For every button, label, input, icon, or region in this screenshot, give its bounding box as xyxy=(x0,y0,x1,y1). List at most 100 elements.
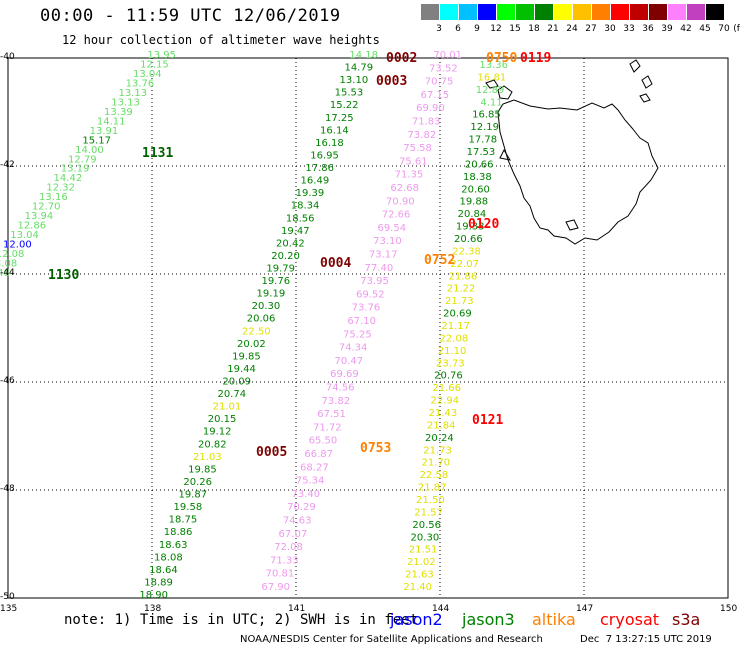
pass-time-label: 0003 xyxy=(376,74,407,89)
wave-height-value: 20.09 xyxy=(222,377,251,388)
latitude-label: -40 xyxy=(0,52,15,62)
wave-height-value: 16.95 xyxy=(310,151,339,162)
wave-height-value: 18.38 xyxy=(463,172,492,183)
latitude-label: -46 xyxy=(0,376,15,386)
wave-height-value: 20.56 xyxy=(412,520,441,531)
wave-height-value: 70.01 xyxy=(433,50,462,61)
pass-time-label: 0002 xyxy=(386,51,417,66)
wave-height-value: 4.11 xyxy=(480,97,502,108)
lat-lon-grid xyxy=(8,58,728,598)
scale-swatch xyxy=(592,4,611,20)
scale-label: 18 xyxy=(528,24,540,34)
page-title: 00:00 - 11:59 UTC 12/06/2019 xyxy=(40,6,341,26)
scale-label: 27 xyxy=(585,24,597,34)
scale-label: 33 xyxy=(623,24,635,34)
map-frame xyxy=(7,57,729,599)
scale-swatch xyxy=(706,4,725,20)
wave-height-value: 69.52 xyxy=(356,289,385,300)
wave-height-value: 73.52 xyxy=(429,63,458,74)
track-values: 13.9512.1513.0413.7613.1313.1313.3914.11… xyxy=(0,50,508,601)
wave-height-value: 73.82 xyxy=(322,396,351,407)
wave-height-value: 19.44 xyxy=(227,364,256,375)
wave-height-value: 14.18 xyxy=(349,50,378,61)
pass-time-label: 0005 xyxy=(256,445,287,460)
longitude-label: 141 xyxy=(288,604,306,614)
wave-height-value: 21.70 xyxy=(421,458,450,469)
wave-height-value: 18.86 xyxy=(164,527,193,538)
footer-note: note: 1) Time is in UTC; 2) SWH is in fe… xyxy=(64,612,419,628)
wave-height-value: 67.51 xyxy=(317,409,346,420)
wave-height-value: 20.24 xyxy=(425,433,454,444)
wave-height-value: 21.57 xyxy=(414,507,443,518)
longitude-label: 135 xyxy=(0,604,18,614)
latitude-label: -42 xyxy=(0,160,15,170)
wave-height-value: 21.01 xyxy=(213,402,242,413)
wave-height-value: 69.54 xyxy=(377,223,406,234)
scale-label: 36 xyxy=(642,24,654,34)
wave-height-value: 20.69 xyxy=(443,309,472,320)
scale-label: 12 xyxy=(490,24,502,34)
wave-height-value: 20.15 xyxy=(208,414,237,425)
scale-label: 70 xyxy=(718,24,730,34)
wave-height-value: 14.42 xyxy=(54,173,83,184)
satellite-jason3: jason3 xyxy=(462,610,515,629)
satellite-cryosat: cryosat xyxy=(600,610,660,629)
wave-height-value: 12.15 xyxy=(140,60,169,71)
scale-swatch xyxy=(687,4,706,20)
wave-height-value: 18.63 xyxy=(159,540,188,551)
wave-height-value: 67.07 xyxy=(279,529,308,540)
wave-height-value: 21.17 xyxy=(441,321,470,332)
wave-height-value: 15.22 xyxy=(330,100,359,111)
wave-height-value: 74.34 xyxy=(339,343,368,354)
credit-text: NOAA/NESDIS Center for Satellite Applica… xyxy=(240,634,543,645)
wave-height-value: 12.00 xyxy=(3,240,32,251)
wave-height-value: 17.86 xyxy=(305,163,334,174)
wave-height-value: 67.90 xyxy=(261,582,290,593)
wave-height-value: 21.86 xyxy=(449,271,478,282)
wave-height-value: 22.50 xyxy=(242,326,271,337)
wave-height-value: 13.48 xyxy=(0,268,10,279)
wave-height-value: 21.02 xyxy=(407,557,436,568)
wave-height-value: 20.76 xyxy=(434,371,463,382)
wave-height-value: 17.53 xyxy=(467,147,496,158)
wave-height-value: 73.82 xyxy=(408,130,437,141)
satellite-altika: altika xyxy=(532,610,576,629)
wave-height-value: 20.06 xyxy=(247,314,276,325)
wave-height-value: 19.88 xyxy=(459,197,488,208)
wave-height-value: 13.13 xyxy=(118,88,147,99)
scale-swatch xyxy=(573,4,592,20)
pass-time-label: 0750 xyxy=(486,51,517,66)
wave-height-value: 18.64 xyxy=(149,565,178,576)
wave-height-value: 13.10 xyxy=(340,75,369,86)
wave-height-value: 13.95 xyxy=(147,50,176,61)
wave-height-value: 73.10 xyxy=(373,236,402,247)
scale-label: 30 xyxy=(604,24,616,34)
wave-height-value: 12.08 xyxy=(0,249,24,260)
wave-height-value: 21.22 xyxy=(447,284,476,295)
wave-height-value: 75.25 xyxy=(343,329,372,340)
wave-height-value: 77.40 xyxy=(365,263,394,274)
wave-height-value: 21.63 xyxy=(405,570,434,581)
wave-height-value: 18.34 xyxy=(291,201,320,212)
wave-height-value: 20.84 xyxy=(458,209,487,220)
wave-height-value: 71.35 xyxy=(395,170,424,181)
wave-height-value: 12.86 xyxy=(17,221,46,232)
wave-height-value: 19.47 xyxy=(281,226,310,237)
wave-height-value: 20.20 xyxy=(271,251,300,262)
scale-swatch xyxy=(668,4,687,20)
wave-height-value: 19.85 xyxy=(188,464,217,475)
wave-height-value: 70.29 xyxy=(287,502,316,513)
wave-height-value: 21.50 xyxy=(416,495,445,506)
wave-height-value: 13.39 xyxy=(104,107,133,118)
wave-height-value: 62.68 xyxy=(390,183,419,194)
wave-height-value: 15.17 xyxy=(82,135,111,146)
wave-height-value: 72.08 xyxy=(274,542,303,553)
scale-swatch xyxy=(554,4,573,20)
wave-height-value: 22.07 xyxy=(450,259,479,270)
latitude-label: -50 xyxy=(0,592,15,602)
wave-height-value: 20.66 xyxy=(465,159,494,170)
pass-time-label: 0752 xyxy=(424,253,455,268)
wave-height-value: 67.15 xyxy=(420,90,449,101)
wave-height-value: 18.90 xyxy=(139,590,168,601)
scale-swatch xyxy=(421,4,440,20)
